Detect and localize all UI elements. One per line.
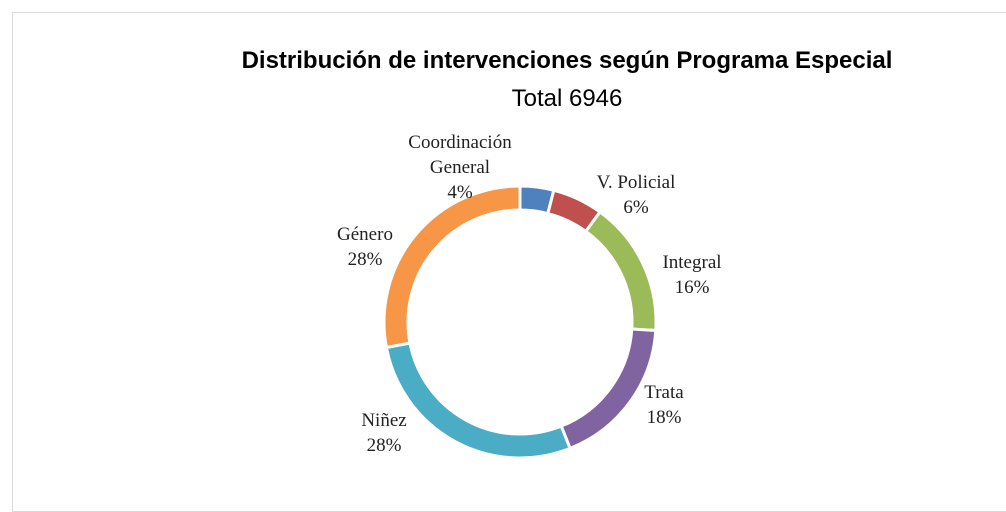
category-label: Género: [337, 224, 393, 245]
category-label: Trata: [644, 382, 684, 403]
category-label: Integral: [662, 252, 722, 273]
value-label: 6%: [623, 197, 649, 218]
data-label: Niñez 28%: [309, 408, 459, 458]
data-label: Género 28%: [290, 222, 440, 272]
donut-segment: [382, 184, 522, 350]
value-label: 28%: [366, 435, 402, 456]
category-label: V. Policial: [596, 172, 676, 193]
value-label: 4%: [447, 182, 473, 203]
chart-subtitle: Total 6946: [512, 85, 623, 112]
data-label: Integral 16%: [617, 250, 767, 300]
value-label: 18%: [646, 407, 682, 428]
value-label: 28%: [347, 249, 383, 270]
value-label: 16%: [674, 277, 710, 298]
data-label: Coordinación General 4%: [385, 130, 535, 205]
chart-title: Distribución de intervenciones según Pro…: [242, 47, 893, 74]
data-label: Trata 18%: [589, 380, 739, 430]
data-label: V. Policial 6%: [561, 170, 711, 220]
category-label: Niñez: [361, 410, 407, 431]
category-label: Coordinación General: [408, 132, 512, 178]
